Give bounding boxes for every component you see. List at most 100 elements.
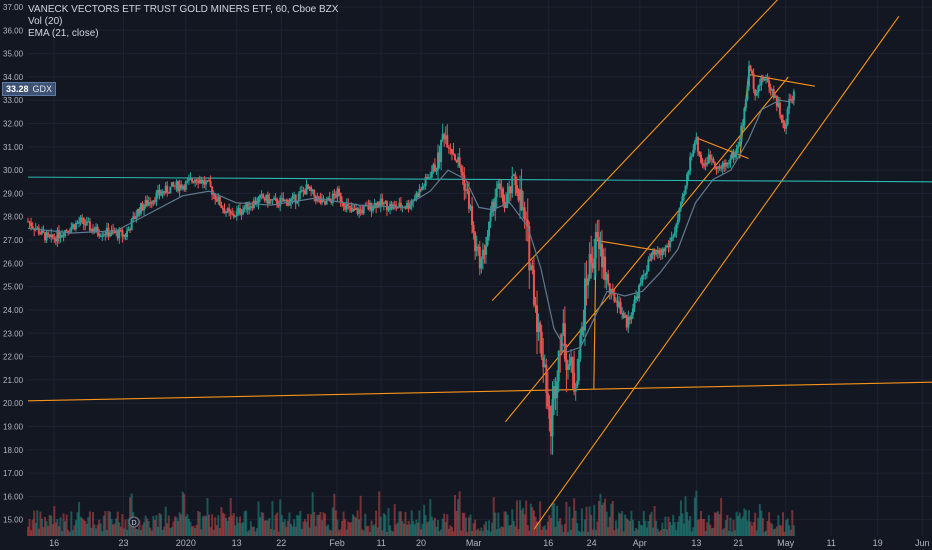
volume-bar (378, 491, 381, 536)
volume-bar (501, 527, 504, 536)
candle-body (215, 199, 218, 202)
trendline-pennant-3-top[interactable] (748, 74, 815, 87)
candle-body (198, 179, 201, 184)
volume-bar (170, 527, 173, 536)
candle-body (703, 165, 706, 167)
volume-bar (577, 530, 580, 536)
volume-bar (226, 520, 229, 536)
ema-path (27, 99, 795, 353)
candle-body (208, 180, 211, 182)
candle-body (138, 208, 141, 214)
volume-bar (282, 521, 285, 536)
current-price: 33.28 (6, 84, 29, 94)
volume-bar (361, 529, 364, 536)
volume-indicator-label[interactable]: Vol (20) (28, 16, 63, 27)
candle-body (141, 203, 144, 211)
candle-body (172, 182, 175, 186)
volume-bar (212, 529, 215, 536)
candle-body (336, 188, 339, 198)
candle-body (480, 259, 483, 269)
ema-indicator-label[interactable]: EMA (21, close) (28, 28, 99, 39)
candle-body (116, 231, 119, 239)
volume-bar (82, 519, 85, 536)
symbol-title[interactable]: VANECK VECTORS ETF TRUST GOLD MINERS ETF… (28, 4, 339, 15)
volume-bar (679, 500, 682, 536)
volume-bar (467, 517, 470, 536)
volume-bar (721, 529, 724, 536)
candle-body (648, 259, 651, 261)
candle-body (296, 201, 299, 204)
candle-body (486, 236, 489, 246)
volume-bar (209, 527, 212, 536)
candle-body (791, 100, 794, 102)
candle-body (785, 124, 788, 129)
candle-body (670, 237, 673, 242)
candle-body (491, 201, 494, 213)
volume-bar (744, 510, 747, 536)
volume-bar (540, 529, 543, 536)
candle-body (126, 231, 129, 237)
y-axis[interactable]: 15.00 16.00 17.00 18.00 19.00 20.00 21.00 22.00… (3, 3, 24, 525)
volume-bar (276, 512, 279, 536)
volume-bar (217, 515, 220, 536)
volume-bar (520, 510, 523, 536)
candle-body (506, 193, 509, 203)
volume-bar (50, 515, 53, 536)
volume-bar (754, 512, 757, 536)
volume-bar (259, 517, 262, 536)
candle-body (225, 211, 228, 214)
candle-body (763, 78, 766, 81)
trendline-support-line[interactable] (27, 381, 932, 402)
candle-body (537, 322, 540, 333)
candle-body (525, 219, 528, 221)
trendline-pennant-1-top[interactable] (593, 239, 665, 253)
candle-body (754, 89, 757, 96)
x-tick-label: 11 (827, 538, 836, 548)
volume-bar (662, 528, 665, 536)
candle-body (500, 188, 503, 190)
dividend-marker-circle[interactable] (128, 516, 140, 528)
candle-body (84, 223, 87, 226)
dividend-marker[interactable]: D (128, 516, 140, 528)
candle-body (583, 278, 586, 331)
volume-bar (565, 501, 568, 536)
volume-bar (460, 530, 463, 536)
candle-body (441, 134, 444, 141)
volume-bar (661, 522, 664, 536)
candle-body (209, 181, 212, 187)
candle-body (455, 160, 458, 163)
candle-body (786, 108, 789, 125)
volume-bar (712, 527, 715, 536)
volume-bar (636, 529, 639, 536)
candle-body (48, 234, 51, 238)
trendline-channel-lower[interactable] (533, 15, 900, 530)
volume-bar (152, 516, 155, 536)
y-tick-label: 19.00 (3, 422, 24, 431)
volume-bar (102, 515, 105, 536)
candle-body (186, 180, 189, 182)
trendline-channel-upper[interactable] (491, 0, 797, 302)
volume-bar (588, 506, 591, 536)
x-axis[interactable]: 16 23 2020 13 22 Feb 11 20 Mar 16 24 Apr 13 21 May 11 19… (49, 538, 929, 548)
candle-body (452, 153, 455, 155)
trendline-horizontal-resistance[interactable] (27, 176, 932, 183)
volume-bar (37, 528, 40, 536)
volume-bar (135, 528, 138, 536)
candle-body (399, 202, 402, 209)
candle-body (158, 189, 161, 196)
volume-bar (373, 524, 376, 536)
candle-body (81, 217, 84, 219)
candle-body (755, 93, 758, 96)
candle-body (39, 233, 42, 235)
candle-body (257, 197, 260, 204)
volume-bar (401, 520, 404, 536)
candle-body (118, 229, 121, 239)
volume-bar (198, 511, 201, 536)
candle-body (350, 207, 353, 212)
candle-body (384, 201, 387, 203)
volume-bar (228, 516, 231, 536)
volume-bar (257, 501, 260, 536)
volume-bar (146, 518, 149, 536)
volume-bar (155, 515, 158, 536)
